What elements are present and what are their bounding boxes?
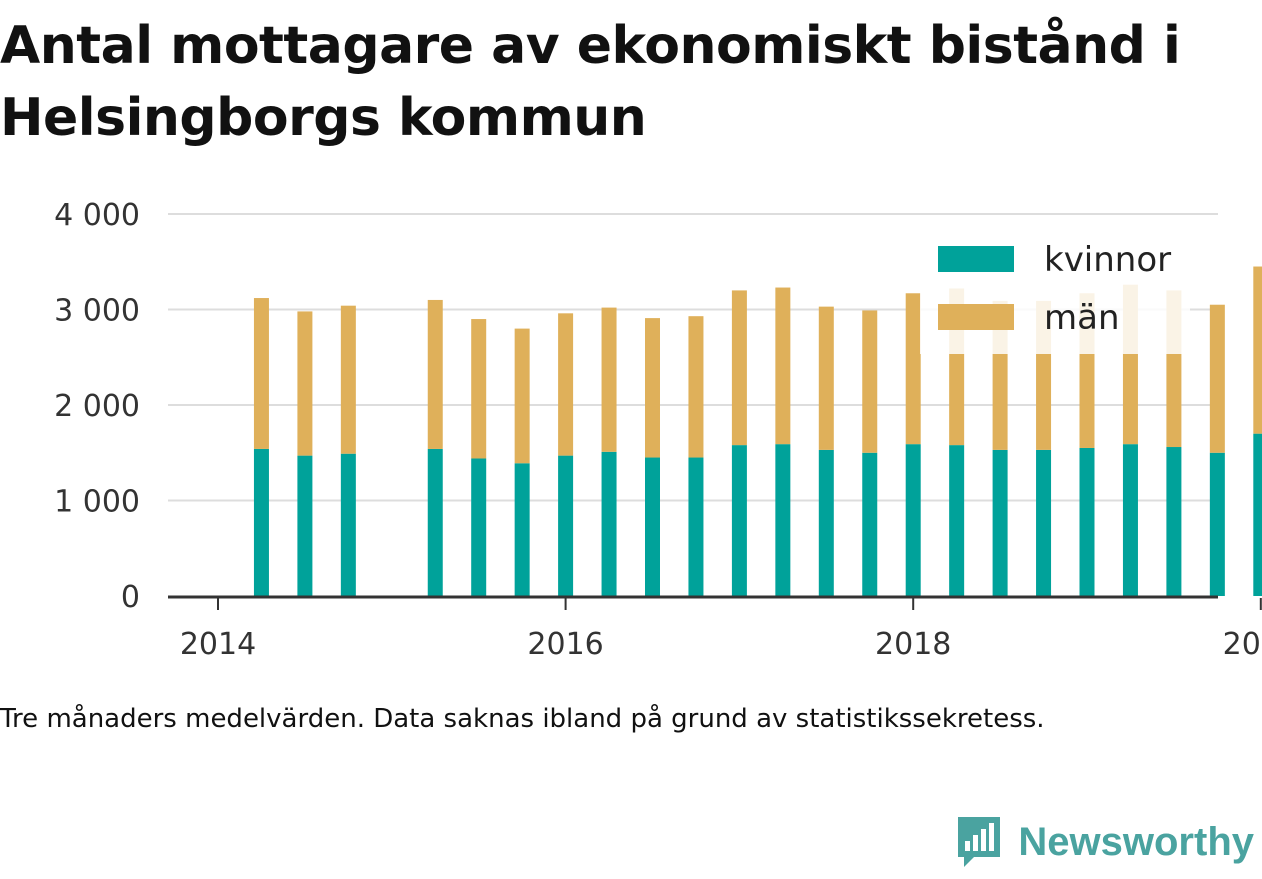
bar-man bbox=[905, 293, 921, 445]
bar-kvinnor bbox=[558, 455, 574, 596]
bar-kvinnor bbox=[340, 453, 356, 596]
bar-kvinnor bbox=[1122, 444, 1138, 596]
legend-label: män bbox=[1044, 298, 1120, 338]
x-tick-label: 2020 bbox=[1223, 627, 1262, 662]
bar-man bbox=[601, 307, 617, 452]
bar-kvinnor bbox=[731, 445, 747, 596]
bar-man bbox=[471, 319, 487, 459]
bar-kvinnor bbox=[1166, 447, 1182, 596]
bar-kvinnor bbox=[471, 458, 487, 596]
y-tick-label: 0 bbox=[121, 580, 140, 615]
bar-man bbox=[297, 311, 313, 456]
bar-man bbox=[340, 305, 356, 454]
legend-label: kvinnor bbox=[1044, 240, 1171, 280]
bars bbox=[253, 266, 1262, 596]
bar-man bbox=[514, 328, 530, 464]
bar-man bbox=[862, 310, 878, 453]
bar-kvinnor bbox=[514, 463, 530, 596]
y-tick-label: 1 000 bbox=[54, 485, 140, 520]
y-tick-label: 2 000 bbox=[54, 389, 140, 424]
bar-man bbox=[1253, 266, 1262, 434]
legend-swatch bbox=[938, 246, 1014, 272]
y-tick-label: 4 000 bbox=[54, 198, 140, 233]
legend: kvinnor män bbox=[920, 230, 1190, 354]
bar-man bbox=[1209, 304, 1225, 453]
bar-man bbox=[645, 318, 660, 458]
chart-title: Antal mottagare av ekonomiskt bistånd i … bbox=[0, 16, 1181, 148]
bar-kvinnor bbox=[1253, 433, 1262, 596]
x-tick-label: 2018 bbox=[875, 627, 951, 662]
bar-kvinnor bbox=[818, 449, 834, 596]
bar-man bbox=[775, 287, 791, 445]
bar-man bbox=[818, 306, 834, 450]
bar-man bbox=[731, 290, 747, 446]
bar-kvinnor bbox=[1079, 447, 1095, 596]
bar-man bbox=[688, 316, 704, 458]
bar-kvinnor bbox=[1036, 449, 1052, 596]
bar-man bbox=[427, 299, 443, 449]
bar-kvinnor bbox=[601, 451, 617, 596]
bar-kvinnor bbox=[905, 444, 921, 596]
bar-kvinnor bbox=[645, 457, 660, 596]
bar-kvinnor bbox=[427, 448, 443, 596]
x-tick-label: 2016 bbox=[527, 627, 603, 662]
legend-swatch bbox=[938, 304, 1014, 330]
x-tick-label: 2014 bbox=[180, 627, 256, 662]
brand-name: Newsworthy bbox=[1018, 819, 1254, 864]
bar-man bbox=[253, 298, 269, 449]
y-tick-label: 3 000 bbox=[54, 294, 140, 329]
bar-kvinnor bbox=[775, 444, 791, 596]
bar-kvinnor bbox=[253, 448, 269, 596]
bar-chart-icon bbox=[958, 817, 1001, 867]
bar-kvinnor bbox=[949, 445, 965, 596]
brand-logo: Newsworthy bbox=[954, 811, 1254, 873]
chart-note: Tre månaders medelvärden. Data saknas ib… bbox=[0, 704, 1045, 734]
bar-kvinnor bbox=[688, 457, 704, 596]
bar-kvinnor bbox=[297, 455, 313, 596]
bar-kvinnor bbox=[862, 452, 878, 596]
bar-man bbox=[558, 313, 574, 456]
bar-kvinnor bbox=[1209, 452, 1225, 596]
bar-kvinnor bbox=[992, 449, 1008, 596]
